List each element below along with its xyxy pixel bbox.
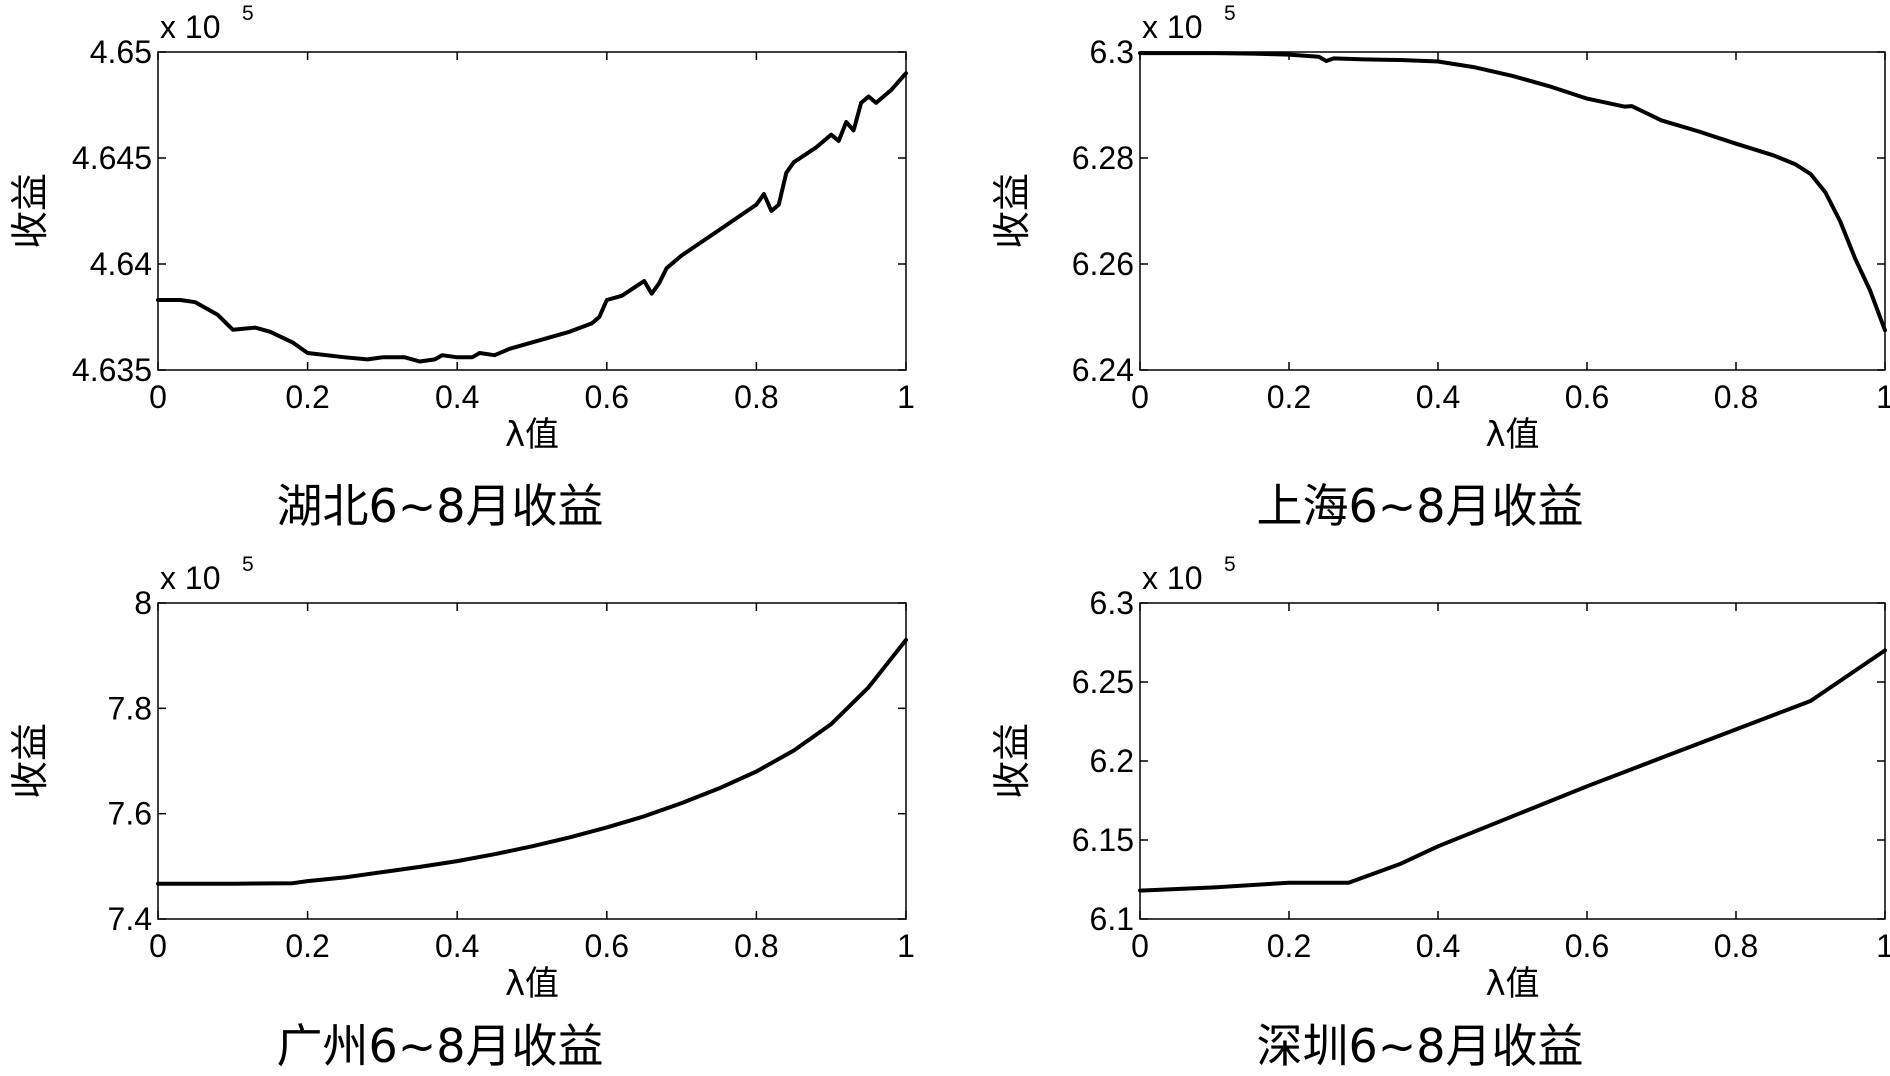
y-tick-label: 6.2 [1090,743,1134,779]
x-tick-label: 1 [1876,379,1890,415]
x-tick-label: 0.6 [1565,379,1609,415]
y-tick-label: 7.6 [108,796,152,832]
series-line-0 [1138,648,1887,893]
x-axis-label: λ值 [1485,415,1539,455]
chart-panel-2: 0 0.2 0.4 0.6 0.8 1 7.4 7.6 7.8 8x 10 5 λ值 收益 [8,553,915,1004]
y-tick-label: 6.15 [1072,822,1134,858]
y-tick-label: 6.24 [1072,352,1134,388]
y-tick-label: 6.28 [1072,140,1134,176]
y-tick-label: 4.635 [72,352,152,388]
y-tick-label: 6.1 [1090,901,1134,937]
x-tick-label: 0 [149,379,167,415]
y-exponent-label: x 10 [160,9,220,45]
chart-title-guangzhou: 广州6~8月收益 [276,1019,604,1073]
x-tick-label: 0.8 [734,928,778,964]
chart-title-shanghai: 上海6~8月收益 [1256,479,1584,533]
x-tick-label: 0 [1131,379,1149,415]
y-exponent-power: 5 [1224,2,1236,25]
x-tick-label: 0.8 [734,379,778,415]
x-tick-label: 0.2 [1267,379,1311,415]
x-axis-label: λ值 [1485,964,1539,1004]
x-tick-label: 0.4 [435,379,479,415]
y-tick-label: 4.64 [90,246,152,282]
y-axis-label: 收益 [990,173,1034,249]
series-line-0 [1138,51,1887,333]
y-tick-label: 4.65 [90,34,152,70]
y-tick-label: 8 [134,585,152,621]
y-tick-label: 6.3 [1090,585,1134,621]
x-tick-label: 0.6 [1565,928,1609,964]
y-axis-label: 收益 [8,723,52,799]
plot-frame [157,51,907,371]
y-axis-label: 收益 [990,723,1034,799]
x-axis-label: λ值 [505,415,559,455]
x-tick-label: 0.4 [1416,379,1460,415]
y-axis-label: 收益 [8,173,52,249]
y-exponent-label: x 10 [1142,9,1202,45]
x-tick-label: 0.8 [1714,379,1758,415]
y-exponent-label: x 10 [1142,560,1202,596]
chart-panel-3: 0 0.2 0.4 0.6 0.8 1 6.1 6.15 6.2 6.25 6.3x 10 5 λ值 收益 [990,553,1890,1004]
y-exponent-power: 5 [242,553,254,576]
plot-frame [1139,51,1886,371]
chart-panel-1: 0 0.2 0.4 0.6 0.8 1 6.24 6.26 6.28 6.3x 10 5 λ值 收益 [990,2,1890,455]
y-tick-label: 6.25 [1072,664,1134,700]
chart-title-hubei: 湖北6~8月收益 [276,479,604,533]
x-tick-label: 0.8 [1714,928,1758,964]
x-tick-label: 1 [1876,928,1890,964]
chart-title-shenzhen: 深圳6~8月收益 [1256,1019,1584,1073]
x-tick-label: 1 [897,379,915,415]
x-axis-label: λ值 [505,964,559,1004]
x-tick-label: 0.2 [285,379,329,415]
chart-panel-0: 0 0.2 0.4 0.6 0.8 1 4.635 4.64 4.645 4.65x 10 5 λ值 收… [8,2,915,455]
y-tick-label: 4.645 [72,140,152,176]
y-tick-label: 6.26 [1072,246,1134,282]
y-exponent-power: 5 [242,2,254,25]
y-tick-label: 7.8 [108,690,152,726]
x-tick-label: 0.2 [1267,928,1311,964]
x-tick-label: 0.4 [1416,928,1460,964]
x-tick-label: 0.6 [585,379,629,415]
plot-frame [157,602,907,920]
series-line-0 [156,71,908,364]
y-exponent-label: x 10 [160,560,220,596]
series-line-0 [156,637,908,886]
x-tick-label: 0 [1131,928,1149,964]
x-tick-label: 0 [149,928,167,964]
y-exponent-power: 5 [1224,553,1236,576]
x-tick-label: 0.2 [285,928,329,964]
plot-frame [1139,602,1886,920]
y-tick-label: 7.4 [108,901,152,937]
x-tick-label: 0.4 [435,928,479,964]
x-tick-label: 0.6 [585,928,629,964]
y-tick-label: 6.3 [1090,34,1134,70]
x-tick-label: 1 [897,928,915,964]
